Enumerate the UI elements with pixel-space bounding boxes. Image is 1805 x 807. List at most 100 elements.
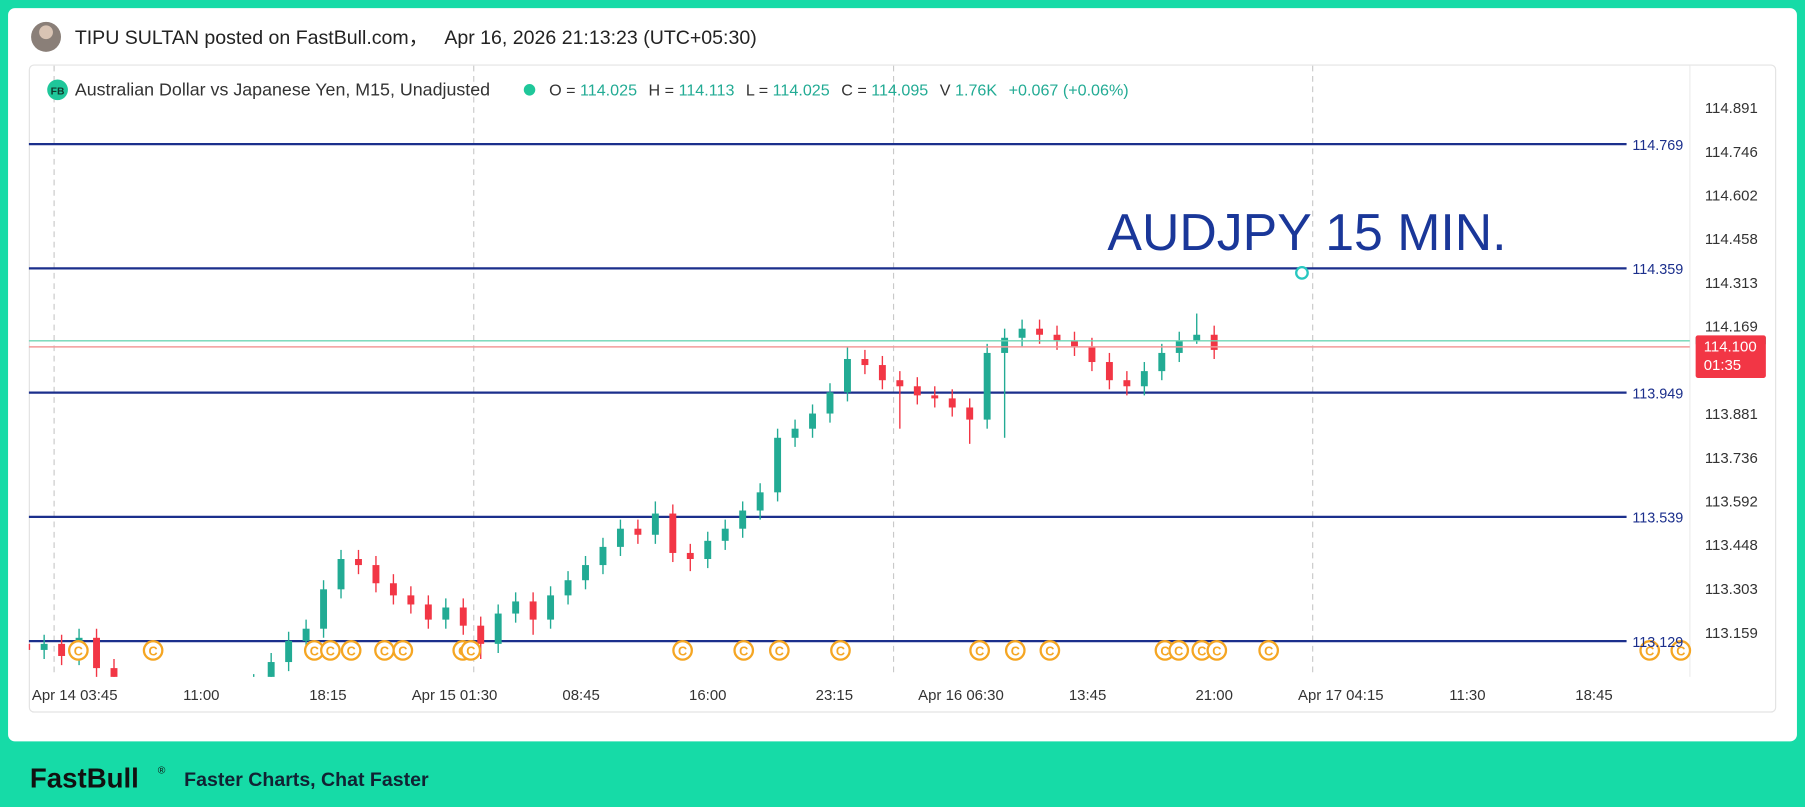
x-tick-label: 18:45 [1575,687,1612,704]
level-label: 113.539 [1632,511,1683,527]
plot-area [28,65,1690,677]
ohlc-label: O = [549,82,575,100]
last-price-label: 114.100 [1704,338,1757,355]
candle-body [424,604,432,620]
ohlc-label: H = [649,82,675,100]
event-icon-label: C [836,645,845,659]
footer-brand: FastBull [30,762,139,793]
candle-body [459,607,467,626]
candle-body [355,559,362,566]
candle-body [407,595,415,605]
candle-body [686,552,694,560]
legend-row: Australian Dollar vs Japanese Yen, M15, … [75,80,490,100]
candle-body [372,565,380,584]
event-icon-label: C [398,645,407,659]
ohlc-value: 114.113 [679,82,735,100]
event-icon-label: C [1676,645,1685,659]
x-tick-label: Apr 14 03:45 [32,687,118,704]
event-icon [142,640,164,661]
event-icon [68,640,89,661]
event-icon-label: C [1212,645,1221,659]
y-tick-label: 113.881 [1705,406,1758,423]
candle-body [1001,337,1009,353]
candle-body [320,589,328,629]
candle-body [756,492,764,511]
event-icon-label: C [1174,645,1183,659]
symbol-title: Australian Dollar vs Japanese Yen, M15, … [75,80,490,100]
y-tick-label: 113.736 [1705,450,1758,467]
x-tick-label: 11:00 [183,687,219,704]
x-tick-label: 16:00 [689,687,726,704]
event-icon-label: C [74,645,83,659]
candle-body [966,407,974,420]
candle-body [616,528,624,547]
y-tick-label: 114.458 [1705,231,1758,248]
candle-body [1210,334,1218,350]
candle-body [512,601,520,614]
event-icon-label: C [1011,645,1020,659]
candle-body [494,613,502,644]
candle-body [1088,346,1096,363]
ohlc-row: O = 114.025 H = 114.113 L = 114.025 C = 114… [549,82,1129,100]
candle-body [564,580,572,596]
candle-body [547,595,555,620]
event-icon [1258,640,1280,661]
event-icon [460,640,482,661]
x-tick-label: Apr 16 06:30 [918,687,1004,704]
level-label: 113.949 [1632,386,1683,402]
candle-body [28,643,31,650]
candle-body [1140,371,1148,387]
candle-body [1053,334,1061,341]
footer-registered: ® [158,766,166,777]
candle-body [651,513,659,535]
candle-body [739,510,747,529]
event-icon [340,640,362,661]
candle-body [983,352,991,420]
candle-body [896,380,904,387]
event-icon-label: C [347,645,356,659]
event-icon-label: C [149,645,158,659]
status-dot [523,84,536,96]
drawing-handle[interactable] [1295,265,1309,280]
footer-slogan: Faster Charts, Chat Faster [184,769,429,791]
candle-body [704,540,712,560]
candle-body [1036,328,1044,335]
y-tick-label: 114.313 [1705,275,1758,292]
candle-body [669,513,677,553]
level-label: 113.129 [1632,635,1683,651]
event-icon-label: C [466,645,475,659]
candle-body [285,640,293,663]
candle-body [774,437,782,493]
x-tick-label: 23:15 [816,687,853,704]
event-icon [733,640,755,661]
candle-body [582,565,589,581]
y-tick-label: 114.746 [1705,144,1758,161]
candle-body [826,392,834,414]
candle-body [1105,362,1113,381]
event-icon [1004,640,1026,661]
candle-body [791,428,799,438]
event-icon-label: C [1160,645,1169,659]
x-tick-label: Apr 15 01:30 [412,687,498,704]
candle-body [40,643,48,650]
x-tick-label: 18:15 [309,687,346,704]
y-tick-label: 113.303 [1705,581,1758,598]
y-tick-label: 114.602 [1705,187,1758,204]
event-icon [672,640,693,661]
x-tick-label: 08:45 [562,687,599,704]
candle-body [913,386,921,396]
x-tick-label: 13:45 [1069,687,1106,704]
x-tick-label: Apr 17 04:15 [1298,687,1384,704]
last-price-box [1695,335,1766,378]
candle-body [861,358,869,366]
event-icon [768,640,790,661]
candle-body [1071,340,1078,347]
ohlc-value: 114.025 [773,82,830,100]
event-icon [830,640,851,661]
countdown: 01:35 [1704,357,1741,374]
candle-body [948,398,956,408]
candle-body [337,559,345,590]
avatar-face [39,25,53,40]
candle-body [1123,380,1131,387]
